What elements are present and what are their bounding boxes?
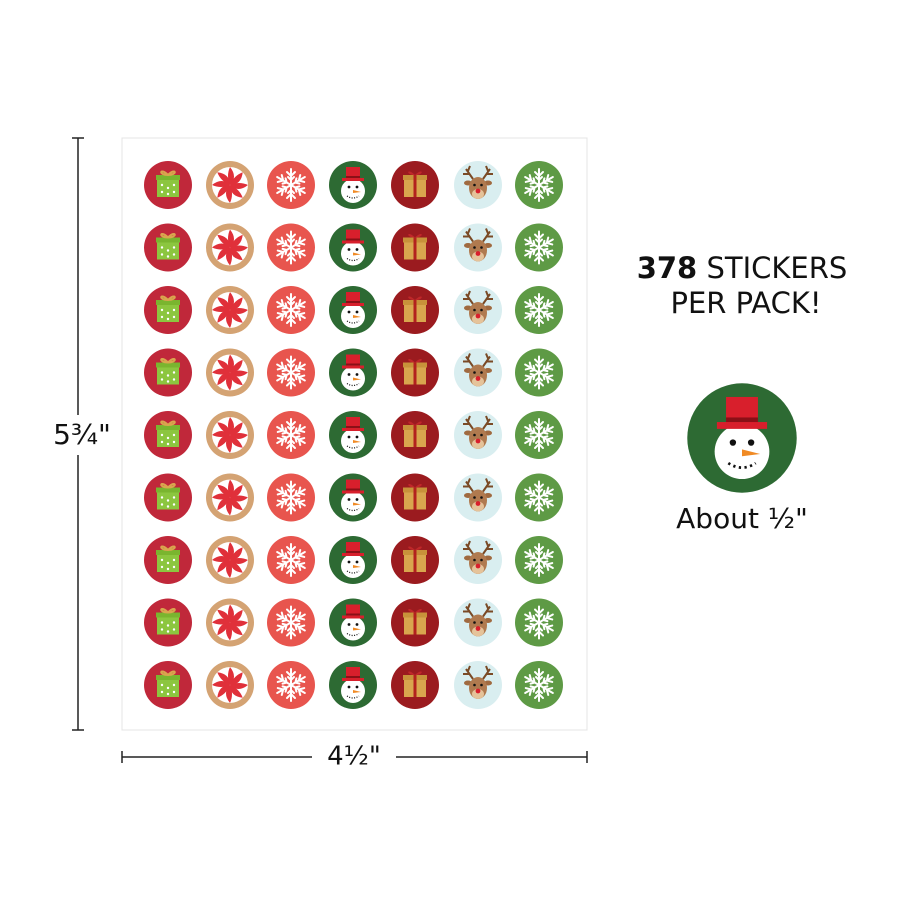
sticker: [267, 286, 315, 334]
sticker: [143, 222, 193, 273]
sticker: [328, 160, 378, 210]
sticker: [391, 286, 439, 334]
sticker: [453, 285, 503, 335]
sticker: [515, 474, 563, 522]
sticker: [453, 535, 503, 585]
headline-word: STICKERS: [706, 251, 847, 285]
sticker-count: 378: [637, 251, 698, 285]
sticker: [328, 222, 378, 273]
sticker: [391, 348, 439, 397]
sticker: [453, 160, 503, 210]
sticker: [267, 224, 315, 272]
sticker: [453, 660, 503, 710]
sticker: [453, 597, 503, 648]
sticker: [267, 536, 315, 584]
height-label: 5¾": [53, 418, 111, 451]
sticker: [391, 223, 439, 272]
sticker: [206, 348, 254, 397]
sticker: [267, 411, 315, 459]
sticker: [267, 661, 315, 709]
sticker: [328, 472, 378, 523]
sticker: [143, 285, 193, 335]
sticker: [206, 661, 254, 709]
sticker: [391, 661, 439, 709]
sticker: [143, 660, 193, 710]
sample-caption: About ½": [676, 502, 808, 535]
headline: 378 STICKERS: [637, 251, 848, 285]
headline-line2: PER PACK!: [670, 286, 821, 320]
sticker: [143, 535, 193, 585]
sticker: [515, 286, 563, 334]
sticker: [267, 474, 315, 522]
sticker: [206, 473, 254, 522]
sticker: [206, 536, 254, 584]
sticker: [515, 349, 563, 397]
sticker: [391, 598, 439, 647]
sticker: [206, 411, 254, 459]
width-label: 4½": [327, 742, 381, 772]
sticker-grid: [143, 160, 563, 710]
sticker: [328, 285, 378, 335]
sticker: [328, 410, 378, 460]
sticker: [143, 160, 193, 210]
sticker: [206, 286, 254, 334]
sticker: [328, 597, 378, 648]
sticker: [515, 411, 563, 459]
sticker: [515, 661, 563, 709]
sticker: [143, 472, 193, 523]
sticker: [391, 411, 439, 459]
label-backdrop: [312, 740, 396, 774]
sticker: [328, 535, 378, 585]
sticker: [515, 536, 563, 584]
sticker: [453, 347, 503, 398]
sticker: [206, 598, 254, 647]
sticker: [143, 410, 193, 460]
sticker: [515, 599, 563, 647]
sticker: [206, 161, 254, 209]
sticker: [328, 660, 378, 710]
sticker: [267, 161, 315, 209]
sticker: [267, 599, 315, 647]
sticker: [453, 222, 503, 273]
sticker: [206, 223, 254, 272]
sticker: [453, 472, 503, 523]
sticker: [143, 347, 193, 398]
sticker: [453, 410, 503, 460]
sticker: [515, 161, 563, 209]
sticker: [267, 349, 315, 397]
label-backdrop: [48, 415, 114, 455]
sticker: [143, 597, 193, 648]
sticker: [391, 161, 439, 209]
sticker: [391, 536, 439, 584]
sample-sticker: [685, 381, 799, 495]
sticker: [328, 347, 378, 398]
sticker: [391, 473, 439, 522]
sticker: [515, 224, 563, 272]
